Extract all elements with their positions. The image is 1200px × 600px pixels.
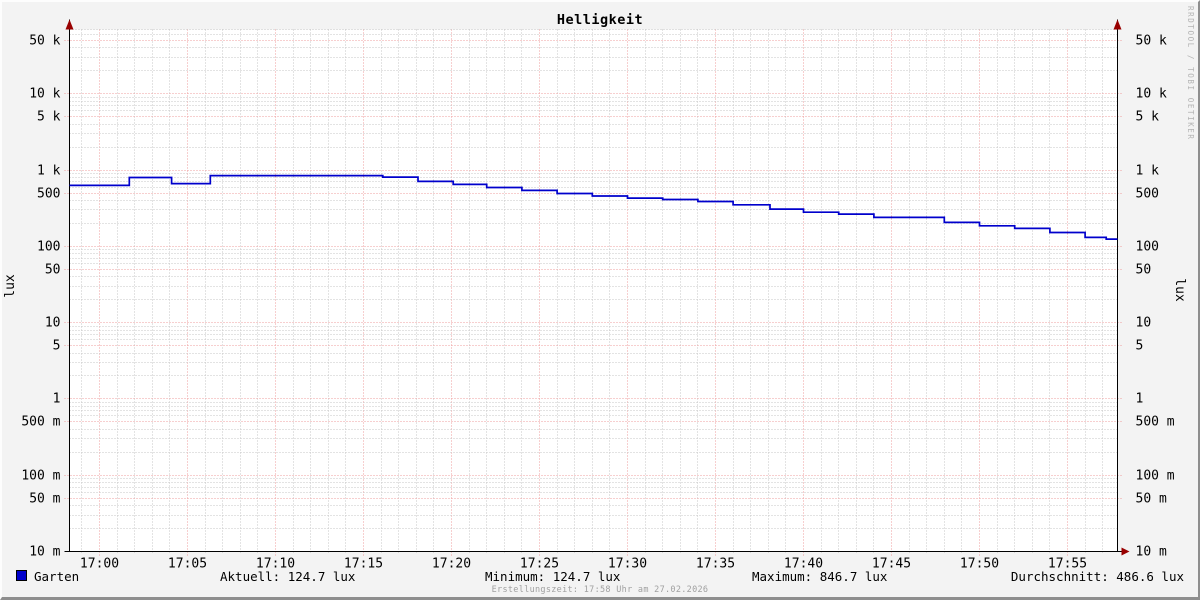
svg-text:17:55: 17:55 xyxy=(1048,557,1087,572)
svg-text:17:35: 17:35 xyxy=(696,557,735,572)
svg-text:500 m: 500 m xyxy=(21,415,60,430)
stat-aktuell: Aktuell: 124.7 lux xyxy=(220,569,356,584)
svg-text:10: 10 xyxy=(45,316,61,331)
svg-text:5 k: 5 k xyxy=(37,110,61,125)
svg-text:1 k: 1 k xyxy=(1136,164,1160,179)
svg-text:50 m: 50 m xyxy=(29,492,60,507)
rrdtool-watermark: RRDTOOL / TOBI OETIKER xyxy=(1186,6,1195,141)
svg-text:5 k: 5 k xyxy=(1136,110,1160,125)
svg-text:100 m: 100 m xyxy=(21,469,60,484)
series-color-swatch xyxy=(16,570,27,581)
svg-text:500: 500 xyxy=(37,187,60,202)
svg-text:50 k: 50 k xyxy=(1136,34,1167,49)
svg-text:17:15: 17:15 xyxy=(344,557,383,572)
svg-text:10 k: 10 k xyxy=(1136,87,1167,102)
svg-text:100: 100 xyxy=(1136,240,1159,255)
stat-minimum: Minimum: 124.7 lux xyxy=(485,569,621,584)
svg-text:17:50: 17:50 xyxy=(960,557,999,572)
svg-text:5: 5 xyxy=(53,339,61,354)
legend: Garten Aktuell: 124.7 lux Minimum: 124.7… xyxy=(2,569,1198,585)
svg-text:10 k: 10 k xyxy=(29,87,60,102)
svg-text:100 m: 100 m xyxy=(1136,469,1175,484)
page-title: Helligkeit xyxy=(556,12,644,28)
svg-text:17:45: 17:45 xyxy=(872,557,911,572)
svg-text:50 k: 50 k xyxy=(29,34,60,49)
svg-text:50 m: 50 m xyxy=(1136,492,1167,507)
svg-text:17:25: 17:25 xyxy=(520,557,559,572)
svg-text:17:05: 17:05 xyxy=(168,557,207,572)
svg-text:100: 100 xyxy=(37,240,60,255)
svg-text:10 m: 10 m xyxy=(1136,545,1167,560)
svg-text:17:20: 17:20 xyxy=(432,557,471,572)
series-name: Garten xyxy=(34,569,80,584)
svg-text:1 k: 1 k xyxy=(37,164,61,179)
svg-text:1: 1 xyxy=(1136,392,1144,407)
svg-text:500 m: 500 m xyxy=(1136,415,1175,430)
svg-text:17:40: 17:40 xyxy=(784,557,823,572)
stat-maximum: Maximum: 846.7 lux xyxy=(752,569,888,584)
stat-durchschnitt: Durchschnitt: 486.6 lux xyxy=(1010,569,1184,584)
svg-text:1: 1 xyxy=(53,392,61,407)
svg-text:17:00: 17:00 xyxy=(80,557,119,572)
svg-text:17:30: 17:30 xyxy=(608,557,647,572)
svg-text:50: 50 xyxy=(1136,263,1152,278)
svg-text:10 m: 10 m xyxy=(29,545,60,560)
svg-text:17:10: 17:10 xyxy=(256,557,295,572)
chart-svg: 50 k 50 k 10 k 10 k 5 k 5 k 1 k 1 k 500 500 100 100… xyxy=(21,19,1175,572)
svg-text:500: 500 xyxy=(1136,187,1159,202)
svg-text:10: 10 xyxy=(1136,316,1152,331)
svg-text:50: 50 xyxy=(45,263,61,278)
svg-text:5: 5 xyxy=(1136,339,1144,354)
creation-timestamp: Erstellungszeit: 17:58 Uhr am 27.02.2026 xyxy=(491,585,709,595)
